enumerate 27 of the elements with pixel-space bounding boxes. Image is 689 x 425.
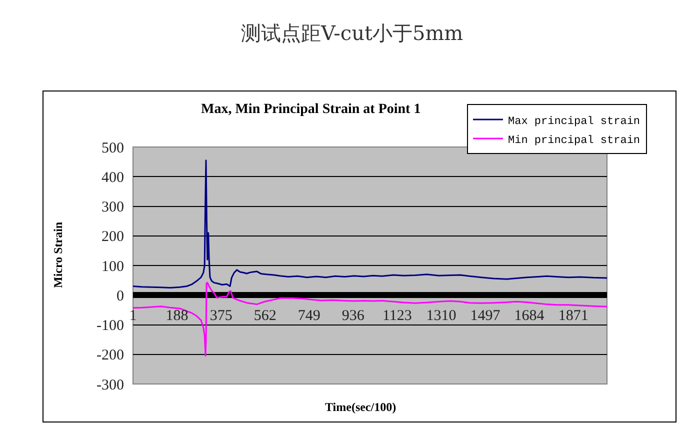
x-tick-label: 1123: [382, 308, 412, 324]
y-axis-title: Micro Strain: [51, 222, 65, 288]
line-series: [133, 160, 607, 288]
x-tick-label: 1871: [558, 308, 588, 324]
legend-label: Min principal strain: [508, 134, 640, 147]
x-tick-label: 375: [210, 308, 232, 324]
legend-label: Max principal strain: [508, 116, 640, 128]
x-tick-label: 1: [129, 308, 137, 324]
y-tick-label: -200: [96, 348, 124, 364]
x-tick-label: 749: [298, 308, 320, 324]
y-tick-label: 300: [102, 200, 124, 216]
y-tick-label: 0: [116, 288, 124, 304]
y-tick-label: -300: [96, 377, 124, 394]
x-tick-label: 1497: [470, 308, 501, 324]
x-tick-label: 1684: [514, 308, 545, 324]
y-tick-label: 400: [102, 170, 124, 186]
y-tick-label: 200: [102, 229, 124, 246]
chart-title: 测试点距V-cut小于5mm: [241, 21, 464, 45]
x-tick-label: 1310: [426, 308, 456, 324]
y-tick-label: 100: [102, 258, 124, 275]
y-tick-label: -100: [96, 318, 124, 334]
x-tick-label: 188: [166, 308, 188, 324]
y-tick-label: 500: [102, 140, 124, 156]
chart-subtitle: Max, Min Principal Strain at Point 1: [201, 102, 421, 117]
x-tick-label: 936: [342, 308, 365, 324]
x-axis-title: Time(sec/100): [325, 400, 396, 414]
x-tick-label: 562: [254, 308, 276, 324]
